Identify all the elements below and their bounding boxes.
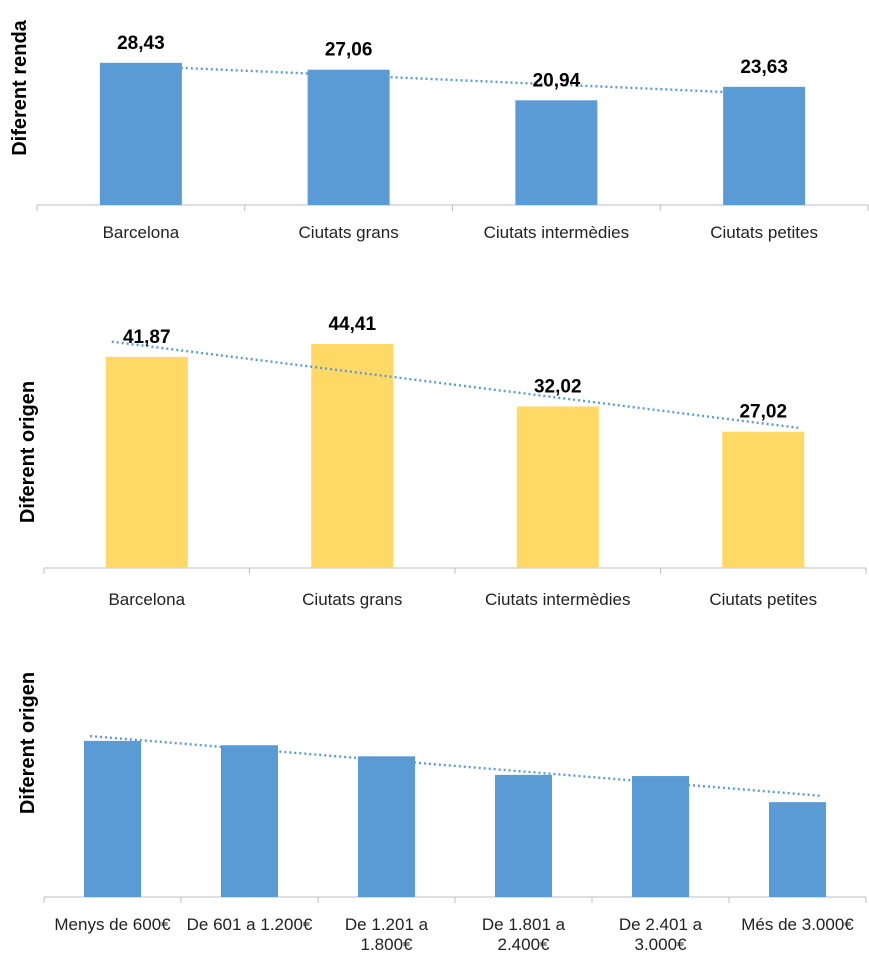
category-label-line: Ciutats intermèdies: [484, 223, 630, 242]
bar: [632, 776, 689, 897]
category-label: De 601 a 1.200€: [187, 915, 313, 934]
category-label-line: Més de 3.000€: [741, 915, 854, 934]
category-label: Menys de 600€: [54, 915, 171, 934]
category-label-line: De 1.201 a: [345, 915, 429, 934]
bar: [769, 802, 826, 897]
bar: [84, 740, 141, 897]
bar: [99, 62, 182, 205]
bar: [495, 774, 552, 897]
bar: [221, 745, 278, 897]
category-label: De 1.801 a 2.400€: [482, 915, 566, 954]
category-label: De 2.401 a 3.000€: [619, 915, 703, 954]
category-label-line: 2.400€: [498, 935, 551, 954]
y-axis-label: Diferent renda: [9, 19, 31, 155]
category-label-line: Ciutats petites: [710, 223, 818, 242]
bar: [311, 344, 394, 568]
data-label: 23,63: [740, 57, 788, 78]
bar: [723, 86, 806, 205]
y-axis-label: Diferent origen: [17, 672, 39, 814]
category-label: Més de 3.000€: [741, 915, 854, 934]
bar: [515, 100, 598, 205]
bar: [307, 69, 390, 205]
chart-2: Diferent origen 41,87 44,41 32,02 27,02 Barce…: [17, 314, 867, 609]
category-label-line: 3.000€: [635, 935, 688, 954]
chart-3: Diferent origen Menys de 600€ De 601 a 1.2…: [17, 672, 867, 954]
category-label-line: De 2.401 a: [619, 915, 703, 934]
bar: [722, 431, 805, 568]
data-label: 27,06: [325, 40, 373, 61]
category-label: Ciutats intermèdies: [485, 590, 631, 609]
category-label: Ciutats petites: [710, 223, 818, 242]
category-label-line: Ciutats petites: [709, 590, 817, 609]
category-label-line: De 1.801 a: [482, 915, 566, 934]
trendline: [105, 63, 800, 97]
bar: [516, 406, 599, 568]
category-label: Ciutats grans: [299, 223, 399, 242]
data-label: 32,02: [534, 377, 582, 398]
trendline: [111, 340, 799, 430]
category-label: Barcelona: [103, 223, 180, 242]
category-label: Barcelona: [108, 590, 185, 609]
category-label: Ciutats intermèdies: [484, 223, 630, 242]
chart-1: Diferent renda 28,43 27,06 20,94 23,63 Barcel…: [9, 19, 869, 242]
y-axis-label: Diferent origen: [17, 381, 39, 523]
data-label: 20,94: [533, 70, 581, 91]
category-label-line: Ciutats intermèdies: [485, 590, 631, 609]
data-label: 28,43: [117, 33, 165, 54]
category-label: De 1.201 a 1.800€: [345, 915, 429, 954]
category-label-line: 1.800€: [361, 935, 414, 954]
category-label-line: Menys de 600€: [54, 915, 171, 934]
category-label-line: Ciutats grans: [302, 590, 402, 609]
category-label-line: Barcelona: [108, 590, 185, 609]
category-label: Ciutats petites: [709, 590, 817, 609]
bar: [105, 356, 188, 568]
trendline: [89, 734, 821, 797]
category-label-line: Ciutats grans: [299, 223, 399, 242]
category-label-line: De 601 a 1.200€: [187, 915, 313, 934]
data-label: 44,41: [328, 314, 376, 335]
category-label-line: Barcelona: [103, 223, 180, 242]
bar: [358, 756, 415, 897]
data-label: 27,02: [739, 402, 787, 423]
data-label: 41,87: [123, 327, 171, 348]
category-label: Ciutats grans: [302, 590, 402, 609]
